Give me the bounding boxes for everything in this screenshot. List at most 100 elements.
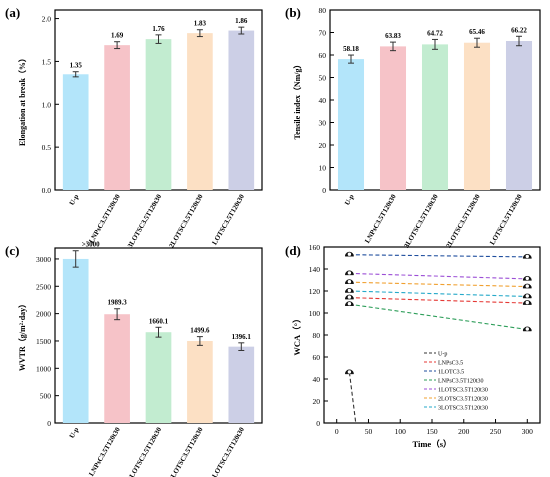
data-label: 1.76 bbox=[152, 25, 165, 33]
legend-label: U-p bbox=[438, 352, 447, 358]
y-tick-label: 20 bbox=[313, 397, 321, 406]
data-label: 1989.3 bbox=[107, 299, 127, 307]
series-line bbox=[348, 372, 357, 424]
bar bbox=[463, 42, 491, 191]
x-tick-label: 50 bbox=[365, 427, 373, 436]
data-label: 1.83 bbox=[194, 20, 207, 28]
legend-label: 1LOTC3.5 bbox=[438, 370, 464, 376]
x-tick-label: 2LOTSC3.5T120t30 bbox=[445, 193, 482, 250]
x-tick-label: 2LOTSC3.5T120t30 bbox=[167, 193, 204, 250]
x-tick-label: 0 bbox=[335, 427, 339, 436]
y-tick-label: 0 bbox=[316, 419, 320, 428]
y-tick-label: 1500 bbox=[36, 337, 51, 346]
series-line bbox=[349, 272, 528, 280]
y-tick-label: 30 bbox=[319, 119, 327, 128]
y-tick-label: 2000 bbox=[36, 310, 51, 319]
bar bbox=[228, 346, 255, 423]
legend-label: 1LOTSC3.5T120t30 bbox=[438, 388, 488, 394]
x-tick-label: 3LOTSC3.5T120t30 bbox=[126, 426, 163, 477]
droplet-highlight bbox=[347, 280, 352, 284]
y-tick-label: 60 bbox=[319, 51, 327, 60]
y-tick-label: 0 bbox=[322, 186, 326, 195]
x-tick-label: 250 bbox=[490, 427, 502, 436]
bar bbox=[145, 332, 172, 423]
y-tick-label: 1.0 bbox=[42, 100, 52, 109]
x-tick-label: 300 bbox=[522, 427, 534, 436]
data-label: 1499.6 bbox=[190, 327, 210, 335]
y-tick-label: 80 bbox=[319, 6, 327, 15]
panel-b: (b) 0 10 20 30 40 50 60 70 80 Tensile index（Nm/g） 5… bbox=[285, 5, 541, 250]
x-tick-label: LOTSC3.5T120t30 bbox=[488, 193, 524, 247]
y-tick-label: 20 bbox=[319, 141, 327, 150]
x-tick-label: 2LOTSC3.5T120t30 bbox=[167, 426, 204, 477]
data-label: 66.22 bbox=[511, 26, 527, 34]
panel-a: (a) 0.0 0.5 1.0 1.5 2.0 Elongation at break（%）… bbox=[5, 5, 263, 250]
data-label: 1.69 bbox=[111, 32, 124, 40]
droplet-highlight bbox=[347, 288, 352, 293]
y-tick-label: 60 bbox=[313, 353, 321, 362]
x-tick-label: LNPsC3.5T120t30 bbox=[87, 426, 122, 477]
legend-label: LNPsC3.5 bbox=[438, 361, 463, 367]
y-tick-label: 2.0 bbox=[42, 15, 52, 24]
x-tick-label: 100 bbox=[395, 427, 407, 436]
droplet-highlight bbox=[525, 300, 529, 305]
data-label: 1396.1 bbox=[232, 333, 252, 341]
y-tick-label: 80 bbox=[313, 331, 321, 340]
y-tick-label: 2500 bbox=[36, 282, 51, 291]
y-tick-label: 10 bbox=[319, 164, 327, 173]
x-tick-label: 3LOTSC3.5T120t30 bbox=[126, 193, 163, 250]
y-tick-label: 100 bbox=[309, 309, 321, 318]
y-tick-label: 160 bbox=[309, 243, 321, 252]
y-axis-label: WCA（°） bbox=[292, 314, 302, 355]
panel-c: (c) 0 500 1000 1500 2000 2500 3000 WVTR（g/m²·day… bbox=[5, 241, 263, 477]
y-tick-label: 1.5 bbox=[42, 57, 52, 66]
x-tick-label: 200 bbox=[458, 427, 470, 436]
y-tick-label: 120 bbox=[309, 287, 321, 296]
data-label: 65.46 bbox=[469, 28, 485, 36]
legend-label: 3LOTSC3.5T120t30 bbox=[438, 406, 488, 412]
droplet-highlight bbox=[347, 252, 352, 256]
bar bbox=[505, 41, 533, 190]
y-tick-label: 3000 bbox=[36, 255, 51, 264]
x-tick-label: LNPsC3.5T120t30 bbox=[363, 193, 398, 245]
y-tick-label: 140 bbox=[309, 265, 321, 274]
series-line bbox=[349, 281, 528, 288]
data-label: 1.35 bbox=[70, 62, 83, 70]
droplet-highlight bbox=[525, 294, 529, 298]
bar bbox=[62, 258, 89, 423]
bar bbox=[379, 46, 407, 190]
data-label: 63.83 bbox=[385, 32, 401, 40]
panel-tag: (c) bbox=[5, 243, 19, 258]
data-label: 1.86 bbox=[235, 17, 248, 25]
x-tick-label: U-p bbox=[343, 193, 356, 207]
y-tick-label: 40 bbox=[319, 96, 327, 105]
y-axis-label: Tensile index（Nm/g） bbox=[292, 60, 302, 139]
data-label: 1660.1 bbox=[149, 317, 169, 325]
bar bbox=[104, 314, 130, 423]
panel-tag: (b) bbox=[285, 5, 301, 20]
x-tick-label: LOTSC3.5T120t30 bbox=[211, 426, 247, 477]
data-label: >3000 bbox=[82, 241, 100, 249]
y-tick-label: 0.0 bbox=[42, 186, 52, 195]
droplet-highlight bbox=[347, 370, 352, 374]
droplet-highlight bbox=[525, 254, 529, 259]
data-label: 58.18 bbox=[343, 45, 359, 53]
x-tick-label: U-p bbox=[68, 426, 81, 440]
droplet-highlight bbox=[347, 271, 352, 275]
x-tick-label: LOTSC3.5T120t30 bbox=[211, 193, 247, 247]
legend-label: LNPsC3.5T120t30 bbox=[438, 379, 484, 385]
y-tick-label: 0.5 bbox=[42, 143, 52, 152]
series-line bbox=[349, 290, 528, 298]
y-axis-label: WVTR（g/m²·day） bbox=[17, 300, 27, 371]
droplet-highlight bbox=[525, 276, 529, 281]
y-tick-label: 0 bbox=[47, 419, 51, 428]
droplet-highlight bbox=[525, 284, 529, 288]
x-tick-label: 150 bbox=[426, 427, 438, 436]
data-label: 64.72 bbox=[427, 29, 443, 37]
y-tick-label: 50 bbox=[319, 74, 327, 83]
series-line bbox=[349, 297, 528, 304]
bar bbox=[228, 30, 255, 191]
series-line bbox=[349, 303, 528, 331]
panel-tag: (d) bbox=[285, 243, 301, 258]
